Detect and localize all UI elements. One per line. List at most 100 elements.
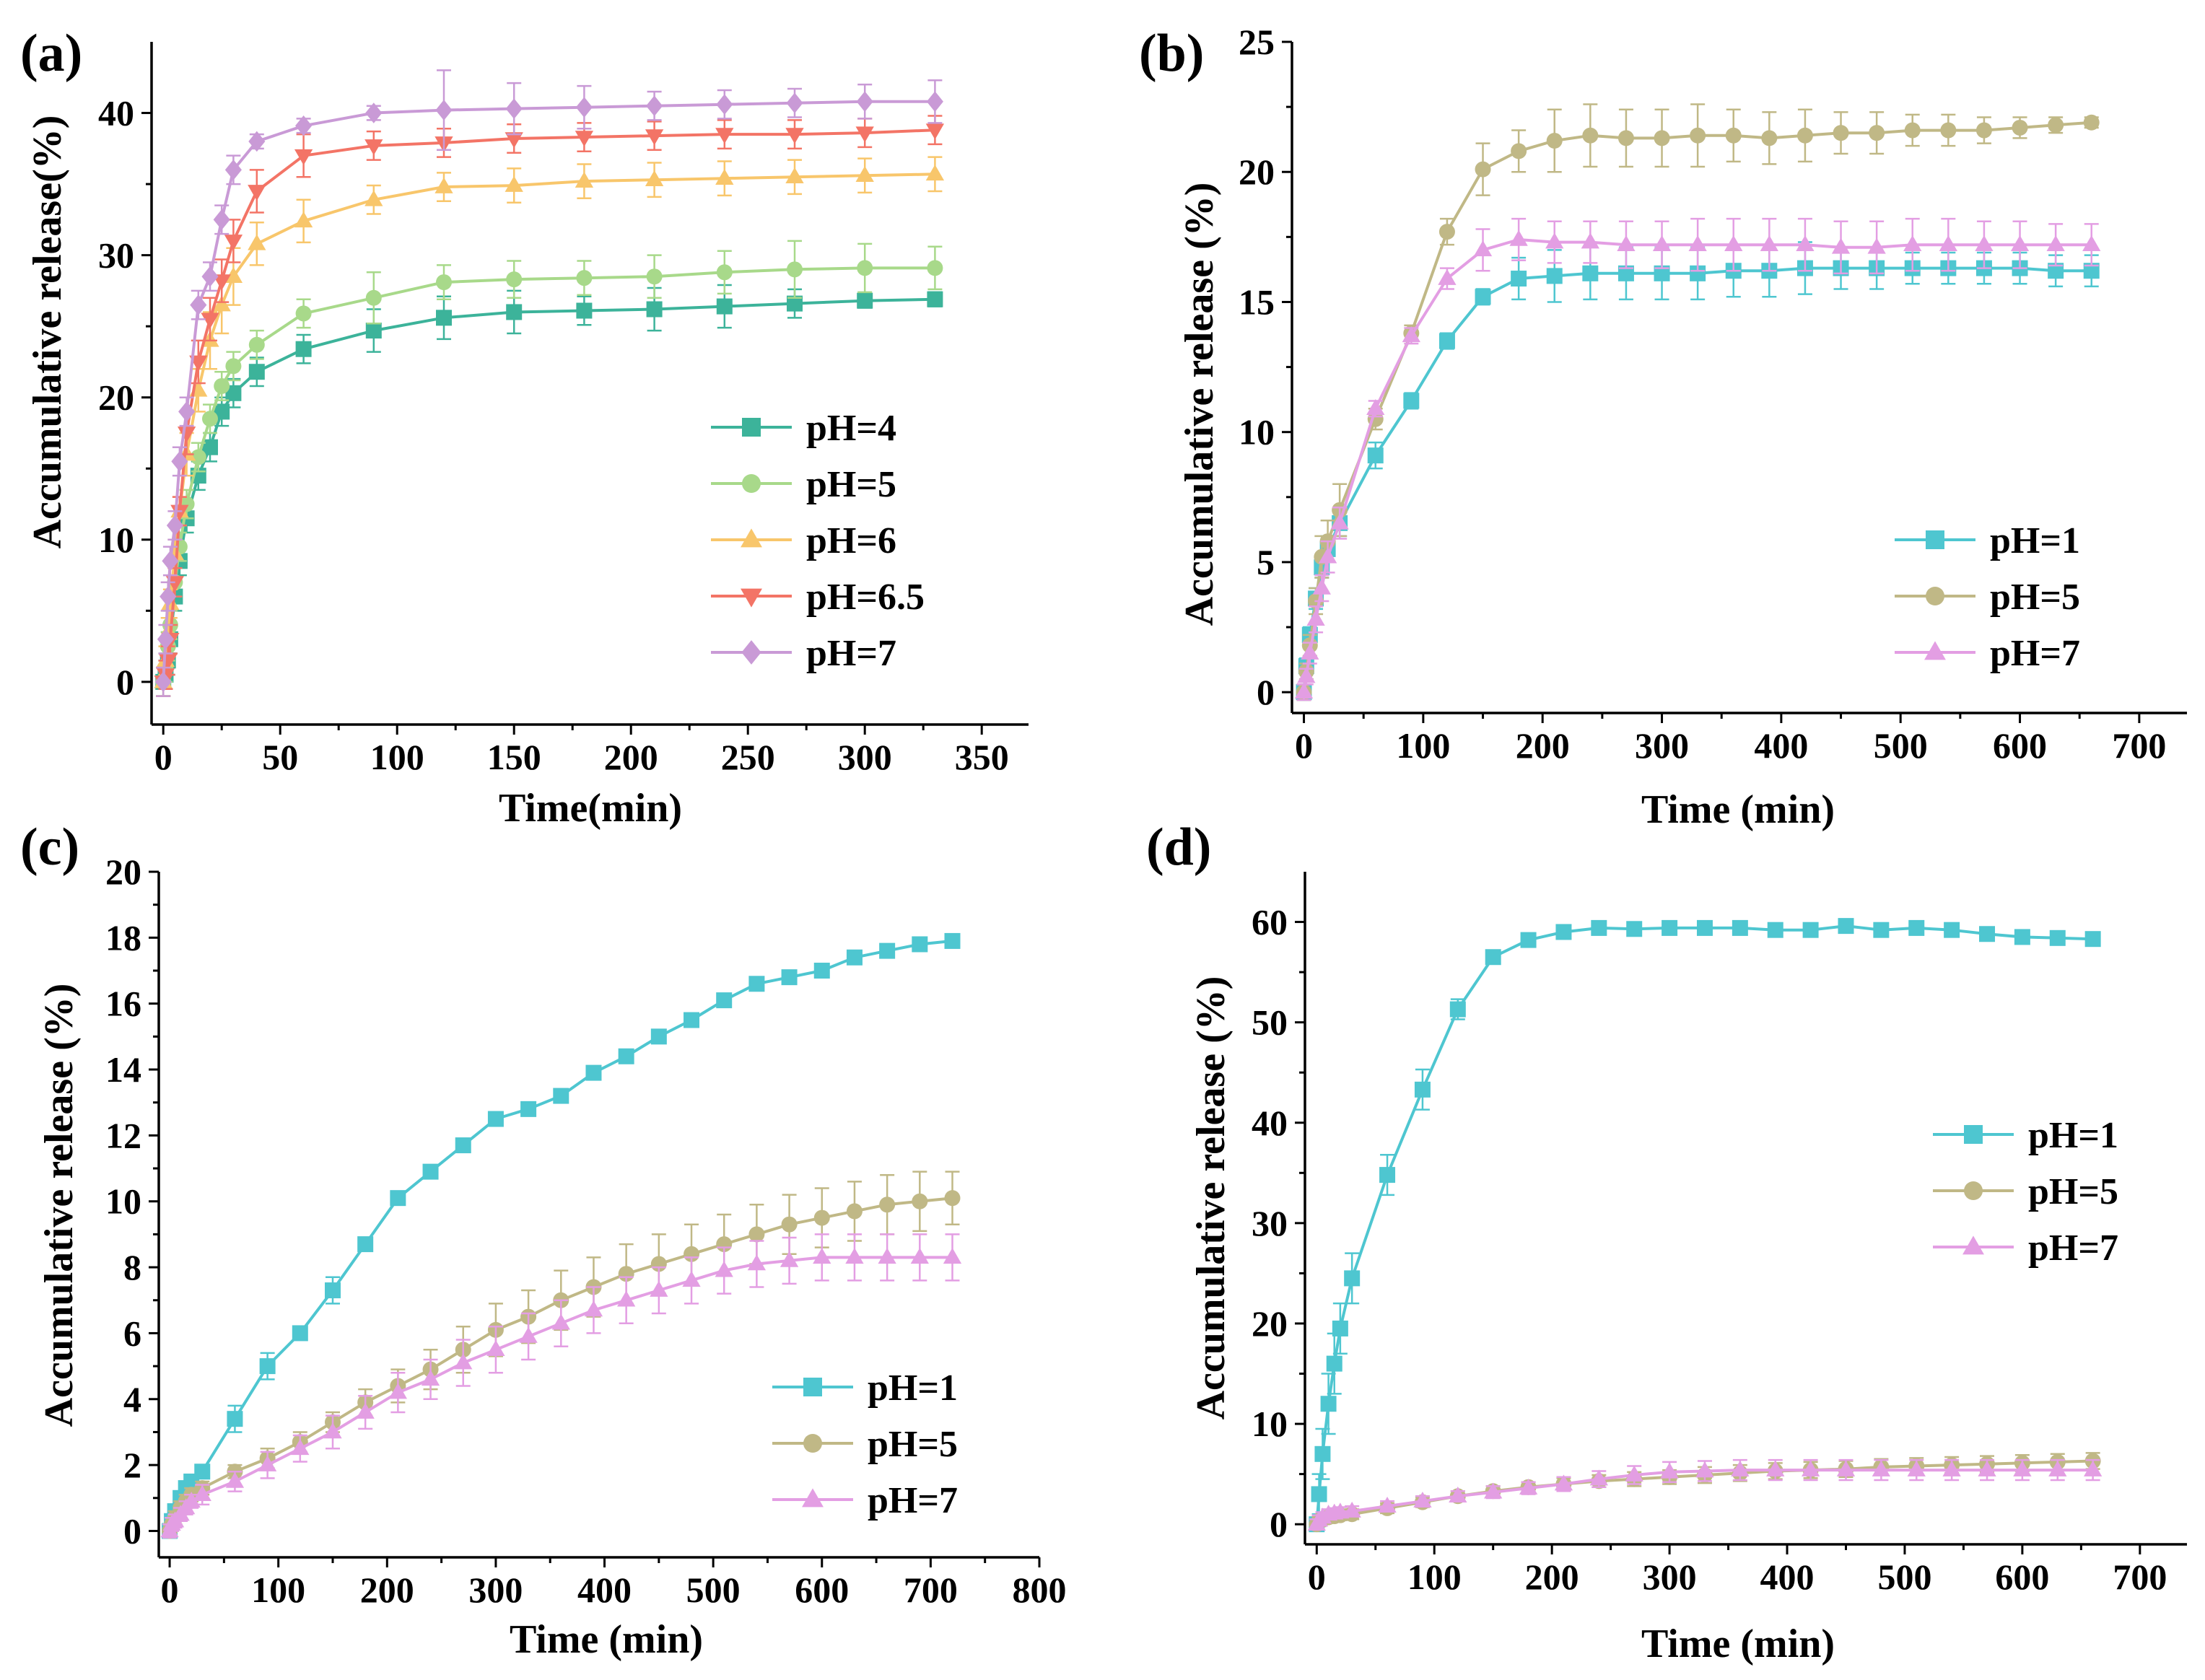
legend-label: pH=5: [1990, 577, 2080, 618]
data-point: [505, 175, 523, 192]
data-point: [1903, 235, 1922, 251]
legend-marker: [802, 1488, 824, 1508]
data-point: [295, 305, 312, 322]
data-point: [1617, 235, 1636, 251]
data-point: [225, 385, 242, 401]
data-point: [716, 264, 733, 281]
data-point: [1872, 1460, 1891, 1476]
data-point: [1626, 921, 1643, 937]
panel-c: (c) Time (min) Accumulative release (%) …: [20, 818, 1067, 1662]
data-point: [1696, 919, 1713, 936]
data-point: [943, 1248, 962, 1264]
data-point: [1332, 1320, 1348, 1336]
data-point: [576, 270, 593, 286]
data-point: [1438, 333, 1455, 349]
data-point: [575, 97, 593, 118]
data-point: [1545, 232, 1564, 249]
panel-d-plot: 0 100 200 300 400 500 600 700 0 10 20 30 40 50 60 pH=1 p…: [1252, 872, 2187, 1597]
data-point: [1582, 127, 1599, 144]
panel-b-label: (b): [1139, 24, 1204, 83]
data-point: [1484, 1482, 1503, 1499]
panel-a-x-axis-title: Time(min): [499, 786, 682, 831]
data-point: [1732, 919, 1748, 936]
data-point: [1438, 268, 1457, 285]
data-point: [365, 289, 382, 306]
data-point: [357, 1236, 374, 1253]
legend-entry: pH=1: [1895, 520, 2080, 561]
data-point: [1546, 132, 1563, 149]
data-point: [813, 1209, 830, 1226]
data-point: [1836, 1460, 1856, 1476]
data-point: [787, 261, 803, 278]
data-point: [364, 139, 383, 156]
data-point: [454, 1353, 473, 1370]
data-point: [1695, 1461, 1714, 1478]
data-point: [1873, 922, 1890, 938]
x-tick-label: 150: [487, 737, 541, 777]
legend-label: pH=7: [868, 1480, 958, 1521]
data-point: [879, 942, 896, 959]
data-point: [1654, 265, 1670, 281]
data-point: [1979, 926, 1996, 942]
data-point: [1511, 143, 1527, 159]
legend-label: pH=7: [1990, 633, 2080, 674]
x-tick-label: 700: [2113, 1557, 2167, 1597]
x-tick-label: 500: [686, 1570, 741, 1610]
legend-entry: pH=7: [711, 633, 896, 674]
legend-marker: [1926, 530, 1944, 549]
data-point: [1617, 130, 1634, 146]
data-point: [1297, 667, 1316, 683]
data-point: [646, 301, 663, 318]
data-point: [1975, 235, 1994, 251]
data-point: [171, 451, 188, 472]
legend-marker: [803, 1434, 822, 1453]
data-point: [1449, 1487, 1467, 1503]
data-point: [295, 341, 312, 357]
series-line: [1302, 238, 2092, 693]
panel-b-y-axis-title: Accumulative release (%): [1177, 183, 1222, 626]
data-point: [618, 1048, 634, 1064]
data-point: [436, 310, 452, 326]
y-tick-label: 10: [1239, 412, 1275, 452]
y-tick-label: 0: [1257, 672, 1275, 712]
legend-marker: [741, 528, 762, 548]
panel-d-y-axis-title: Accumulative release (%): [1189, 976, 1234, 1420]
data-point: [259, 1358, 276, 1375]
data-point: [1652, 235, 1672, 251]
data-point: [2084, 1460, 2103, 1476]
data-point: [1367, 447, 1384, 464]
data-point: [1796, 127, 1813, 144]
panel-c-x-axis-title: Time (min): [510, 1617, 703, 1662]
data-point: [855, 126, 874, 143]
x-tick-label: 0: [161, 1570, 179, 1610]
data-point: [787, 295, 803, 312]
data-point: [1509, 229, 1528, 246]
data-point: [1978, 1460, 1996, 1476]
data-point: [455, 1137, 471, 1154]
data-point: [1379, 1167, 1396, 1184]
data-point: [505, 132, 523, 149]
data-point: [925, 123, 945, 140]
series-ph-7: [154, 69, 943, 697]
data-point: [225, 1471, 245, 1488]
data-point: [194, 1464, 211, 1480]
data-point: [190, 449, 206, 465]
panel-d-x-axis-title: Time (min): [1641, 1622, 1835, 1666]
panel-d: (d) Time (min) Accumulative release (%) …: [1146, 818, 2187, 1666]
panel-a-label: (a): [20, 24, 82, 83]
data-point: [1366, 399, 1385, 416]
y-tick-label: 10: [1252, 1404, 1288, 1444]
legend-marker: [742, 418, 761, 437]
y-tick-label: 2: [123, 1445, 141, 1485]
x-tick-label: 600: [1995, 1557, 2049, 1597]
data-point: [201, 312, 219, 329]
data-point: [716, 298, 733, 315]
legend-label: pH=7: [2028, 1228, 2118, 1269]
legend-label: pH=5: [2028, 1171, 2118, 1212]
data-point: [645, 170, 664, 186]
x-tick-label: 300: [1643, 1557, 1697, 1597]
data-point: [364, 190, 383, 206]
data-point: [1761, 130, 1778, 146]
data-point: [684, 1012, 700, 1028]
data-point: [1589, 1469, 1608, 1486]
